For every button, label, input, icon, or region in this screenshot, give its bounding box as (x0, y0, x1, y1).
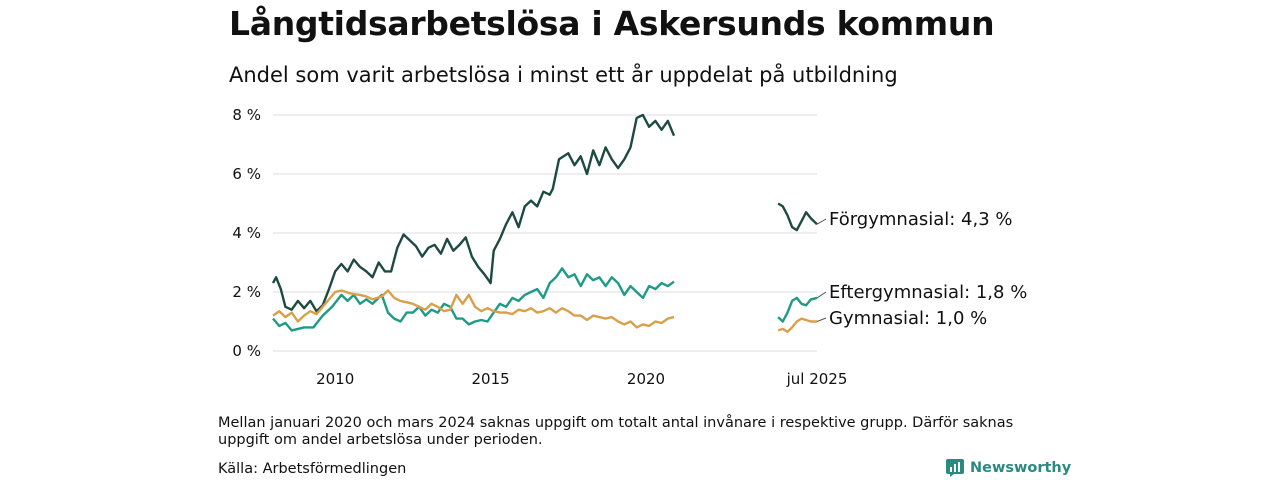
series-lines (271, 113, 818, 333)
line-chart: 0 % 2 % 4 % 6 % 8 % 2010 2015 2020 jul 2025 För… (232, 106, 1027, 388)
grid-lines (273, 114, 817, 352)
series-line-eftergymnasial (272, 267, 675, 332)
end-label-connector (816, 291, 827, 299)
end-label-eftergymnasial: Eftergymnasial: 1,8 % (829, 282, 1027, 303)
x-axis-ticks: 2010 2015 2020 jul 2025 (316, 370, 847, 388)
newsworthy-logo-icon (946, 459, 964, 477)
source-credit: Källa: Arbetsförmedlingen (218, 461, 407, 477)
footnote: Mellan januari 2020 och mars 2024 saknas… (218, 415, 1014, 448)
page-subtitle: Andel som varit arbetslösa i minst ett å… (229, 63, 898, 87)
end-label-forgymnasial: Förgymnasial: 4,3 % (829, 209, 1013, 230)
x-tick-label: jul 2025 (786, 370, 848, 388)
end-label-gymnasial: Gymnasial: 1,0 % (829, 308, 987, 329)
series-line-forgymnasial (777, 202, 818, 232)
y-tick-label: 4 % (232, 224, 261, 242)
brand-logo[interactable]: Newsworthy (946, 459, 1071, 477)
y-tick-label: 6 % (232, 165, 261, 183)
x-tick-label: 2020 (627, 370, 665, 388)
y-axis-ticks: 0 % 2 % 4 % 6 % 8 % (232, 106, 261, 360)
series-line-gymnasial (272, 289, 675, 329)
x-tick-label: 2010 (316, 370, 354, 388)
brand-name: Newsworthy (970, 460, 1072, 476)
series-line-forgymnasial (271, 113, 676, 313)
end-labels: Förgymnasial: 4,3 % Eftergymnasial: 1,8 %… (816, 209, 1027, 329)
y-tick-label: 0 % (232, 342, 261, 360)
y-tick-label: 2 % (232, 283, 261, 301)
page-title: Långtidsarbetslösa i Askersunds kommun (229, 4, 995, 43)
x-tick-label: 2015 (472, 370, 510, 388)
end-label-connector (816, 317, 827, 322)
series-line-gymnasial (777, 317, 817, 333)
y-tick-label: 8 % (232, 106, 261, 124)
end-label-connector (816, 218, 827, 225)
series-line-eftergymnasial (777, 296, 818, 323)
